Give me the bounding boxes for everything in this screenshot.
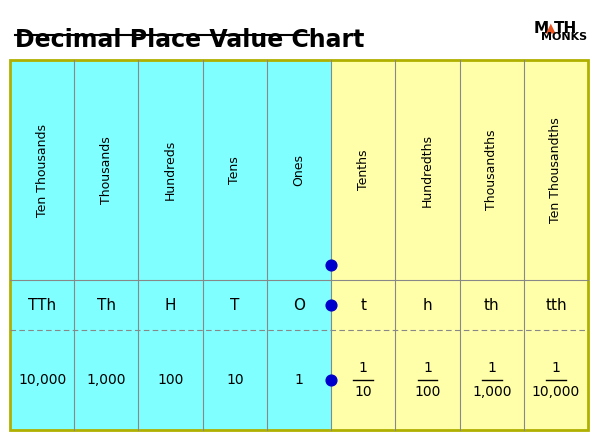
Bar [74,280,139,330]
Text: 1: 1 [359,361,368,375]
Bar [139,280,203,330]
Text: h: h [422,298,433,312]
Text: 1,000: 1,000 [86,373,126,387]
Text: Ten Thousandths: Ten Thousandths [550,117,562,223]
Text: 1: 1 [487,361,496,375]
Text: Ten Thousands: Ten Thousands [35,124,49,217]
Text: 10,000: 10,000 [18,373,66,387]
Text: 1: 1 [423,361,432,375]
Bar [267,60,331,280]
Bar [267,330,331,430]
Bar [331,60,395,280]
Text: ▲: ▲ [546,21,556,34]
Text: Tens: Tens [228,156,241,184]
Bar [331,330,395,430]
Text: 1: 1 [551,361,560,375]
Text: 10: 10 [226,373,244,387]
Bar [10,280,74,330]
Bar [395,60,460,280]
Point [326,301,336,308]
Bar [139,330,203,430]
Bar [203,330,267,430]
Text: 10: 10 [355,385,372,399]
Text: H: H [165,298,176,312]
Text: Hundredths: Hundredths [421,133,434,206]
Text: 10,000: 10,000 [532,385,580,399]
Bar [267,280,331,330]
Bar [395,330,460,430]
Text: 1,000: 1,000 [472,385,511,399]
Text: MONKS: MONKS [541,32,587,42]
Text: Hundreds: Hundreds [164,140,177,200]
Text: O: O [293,298,305,312]
Bar [524,280,588,330]
Text: 1: 1 [295,373,304,387]
Bar [460,60,524,280]
Text: 100: 100 [415,385,440,399]
Bar [74,60,139,280]
Text: T: T [230,298,239,312]
Point [326,377,336,384]
Text: Tenths: Tenths [357,150,370,190]
Text: Ones: Ones [293,154,305,186]
Text: 100: 100 [157,373,184,387]
Bar [10,60,588,430]
Text: t: t [360,298,366,312]
Bar [460,280,524,330]
Bar [74,330,139,430]
Point [326,261,336,268]
Text: th: th [484,298,500,312]
Bar [524,60,588,280]
Text: M: M [533,21,548,36]
Bar [10,60,74,280]
Bar [203,280,267,330]
Text: TH: TH [554,21,577,36]
Bar [10,330,74,430]
Text: tth: tth [545,298,567,312]
Text: Thousands: Thousands [100,136,113,204]
Bar [460,330,524,430]
Text: Decimal Place Value Chart: Decimal Place Value Chart [15,28,364,52]
Text: Thousandths: Thousandths [485,130,498,210]
Bar [524,330,588,430]
Bar [331,280,395,330]
Bar [203,60,267,280]
Text: TTh: TTh [28,298,56,312]
Bar [139,60,203,280]
Text: Th: Th [97,298,116,312]
Bar [395,280,460,330]
